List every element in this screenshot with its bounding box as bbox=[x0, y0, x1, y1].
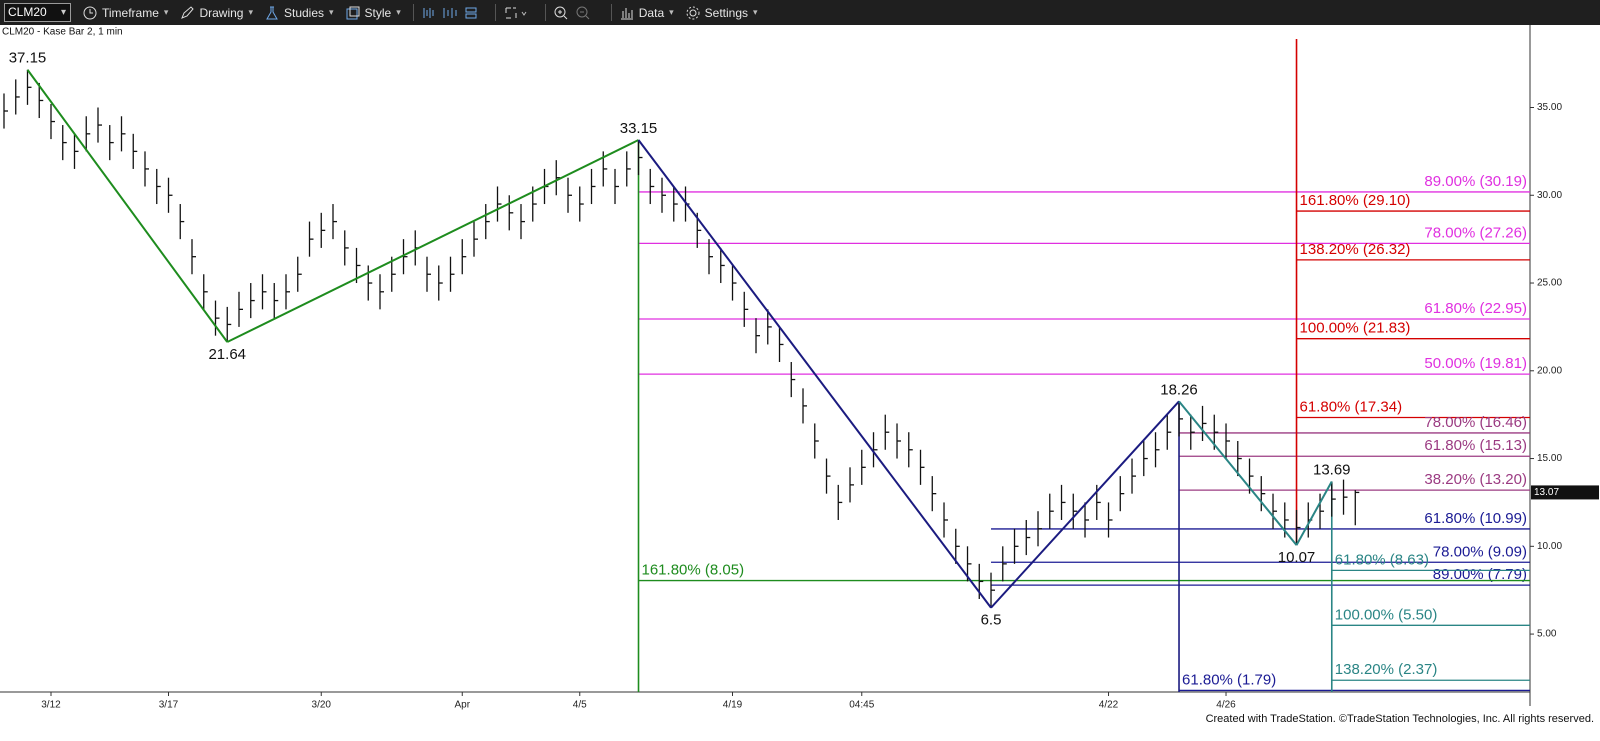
wave-segment bbox=[226, 139, 639, 343]
fib-level-label: 78.00% (16.46) bbox=[1424, 414, 1527, 431]
fib-level-label: 61.80% (17.34) bbox=[1300, 398, 1403, 415]
x-tick-label: 04:45 bbox=[849, 700, 874, 711]
settings-menu[interactable]: Settings ▾ bbox=[686, 6, 758, 20]
wave-point-label: 6.5 bbox=[981, 612, 1002, 629]
wave-segment bbox=[637, 139, 992, 609]
style-menu[interactable]: Style ▾ bbox=[346, 6, 401, 20]
menu-label: Timeframe bbox=[102, 5, 159, 20]
cursor-menu[interactable] bbox=[504, 6, 533, 20]
separator bbox=[494, 4, 496, 21]
separator bbox=[412, 4, 414, 21]
x-tick-label: 4/26 bbox=[1216, 700, 1236, 711]
menu-label: Settings bbox=[704, 5, 749, 20]
y-tick-label: 20.00 bbox=[1537, 365, 1562, 376]
symbol-input[interactable]: CLM20 bbox=[4, 3, 71, 22]
x-tick-label: 3/17 bbox=[159, 700, 179, 711]
fib-level-label: 50.00% (19.81) bbox=[1424, 355, 1527, 372]
studies-menu[interactable]: Studies ▾ bbox=[265, 6, 334, 20]
chart-background bbox=[0, 25, 1600, 741]
wave-segment bbox=[1178, 400, 1298, 546]
data-icon bbox=[620, 7, 633, 19]
menu-label: Drawing bbox=[199, 5, 244, 20]
fib-level-label: 61.80% (22.95) bbox=[1424, 300, 1527, 317]
wave-point-label: 33.15 bbox=[620, 120, 658, 137]
y-tick-label: 35.00 bbox=[1537, 102, 1562, 113]
fib-level-label: 161.80% (8.05) bbox=[642, 562, 745, 579]
cursor-icon bbox=[505, 7, 527, 18]
zoom-icons bbox=[554, 6, 590, 19]
chart: CLM20 - Kase Bar 2, 1 min Created with T… bbox=[0, 25, 1600, 741]
spacing-icons bbox=[423, 7, 477, 18]
fib-level-label: 100.00% (21.83) bbox=[1300, 320, 1411, 337]
style-icon bbox=[346, 6, 360, 19]
bar-spacing-buttons[interactable] bbox=[422, 6, 483, 20]
chart-subtitle: CLM20 - Kase Bar 2, 1 min bbox=[2, 27, 123, 38]
timeframe-menu[interactable]: Timeframe ▾ bbox=[83, 6, 168, 20]
fib-level-label: 61.80% (15.13) bbox=[1424, 437, 1527, 454]
x-tick-label: 4/19 bbox=[723, 700, 743, 711]
footer: Created with TradeStation. ©TradeStation… bbox=[1206, 713, 1594, 725]
x-tick-label: 4/22 bbox=[1099, 700, 1119, 711]
wave-point-label: 21.64 bbox=[208, 346, 246, 363]
y-tick-label: 15.00 bbox=[1537, 453, 1562, 464]
clock-icon bbox=[83, 6, 97, 19]
x-tick-label: 3/12 bbox=[41, 700, 61, 711]
menu-label: Studies bbox=[283, 5, 325, 20]
fib-level-label: 61.80% (10.99) bbox=[1424, 510, 1527, 527]
fib-level-label: 38.20% (13.20) bbox=[1424, 471, 1527, 488]
wave-point-label: 13.69 bbox=[1313, 462, 1351, 479]
flask-icon bbox=[266, 6, 278, 19]
wave-point-label: 18.26 bbox=[1160, 381, 1198, 398]
x-tick-label: 4/5 bbox=[573, 700, 587, 711]
x-tick-label: 3/20 bbox=[312, 700, 332, 711]
wave-point-label: 37.15 bbox=[9, 50, 47, 67]
menu-label: Style bbox=[364, 5, 392, 20]
y-tick-label: 25.00 bbox=[1537, 278, 1562, 289]
y-tick-label: 10.00 bbox=[1537, 541, 1562, 552]
separator bbox=[544, 4, 546, 21]
pencil-icon bbox=[181, 5, 195, 19]
wave-segment bbox=[26, 69, 229, 343]
fib-level-label: 100.00% (5.50) bbox=[1335, 606, 1438, 623]
data-menu[interactable]: Data ▾ bbox=[620, 6, 674, 20]
y-tick-label: 30.00 bbox=[1537, 190, 1562, 201]
fib-level-label: 138.20% (26.32) bbox=[1300, 241, 1411, 258]
x-tick-label: Apr bbox=[454, 700, 470, 711]
fib-level-label: 78.00% (9.09) bbox=[1433, 543, 1527, 560]
gear-icon bbox=[686, 6, 700, 19]
fib-level-label: 61.80% (1.79) bbox=[1182, 671, 1276, 688]
last-price-box bbox=[1531, 485, 1599, 500]
wave-point-label: 10.07 bbox=[1278, 549, 1316, 566]
fib-level-label: 89.00% (30.19) bbox=[1424, 173, 1527, 190]
drawing-menu[interactable]: Drawing ▾ bbox=[180, 6, 253, 20]
zoom-buttons[interactable] bbox=[554, 6, 599, 20]
toolbar: CLM20 Timeframe▾ Drawing▾ Studies▾ Style… bbox=[0, 0, 1600, 25]
fib-level-label: 78.00% (27.26) bbox=[1424, 224, 1527, 241]
wave-segment bbox=[1295, 481, 1333, 546]
fib-level-label: 61.80% (8.63) bbox=[1335, 551, 1429, 568]
last-price-label: 13.07 bbox=[1534, 487, 1559, 498]
y-tick-label: 5.00 bbox=[1537, 629, 1557, 640]
fib-level-label: 138.20% (2.37) bbox=[1335, 661, 1438, 678]
fib-level-label: 161.80% (29.10) bbox=[1300, 192, 1411, 209]
wave-segment bbox=[990, 400, 1180, 609]
separator bbox=[610, 4, 612, 21]
menu-label: Data bbox=[638, 5, 665, 20]
